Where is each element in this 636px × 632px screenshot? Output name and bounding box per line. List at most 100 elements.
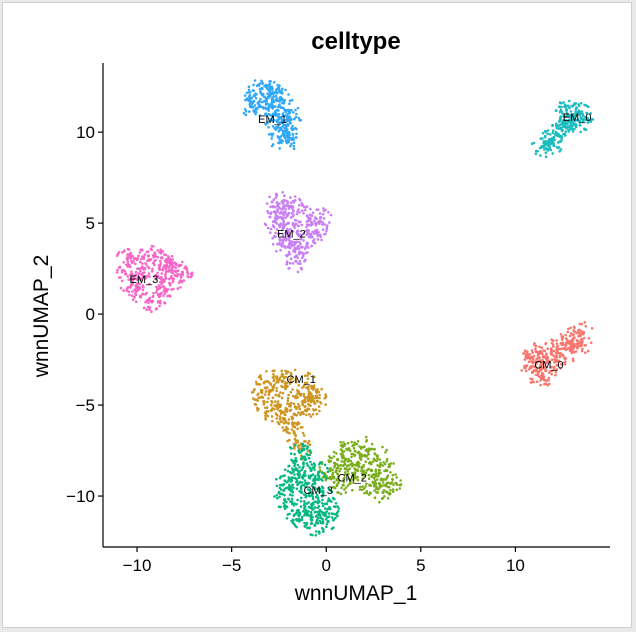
data-point-density: [281, 234, 285, 237]
data-point-density: [321, 212, 325, 216]
cluster-label: EM_1: [258, 114, 287, 126]
data-point-density: [326, 515, 329, 519]
data-point-density: [290, 519, 293, 523]
data-point-density: [275, 250, 278, 253]
data-point-density: [360, 488, 364, 492]
data-point-density: [296, 262, 300, 265]
data-point-density: [294, 126, 297, 130]
data-point-density: [144, 277, 147, 280]
data-point-density: [284, 125, 288, 129]
data-point-density: [584, 325, 588, 328]
data-point-density: [161, 250, 165, 253]
data-point-density: [138, 251, 142, 254]
data-point-density: [360, 465, 363, 469]
data-point-density: [584, 118, 588, 122]
data-point-density: [309, 510, 313, 514]
data-point-density: [291, 416, 295, 420]
data-point-density: [314, 221, 317, 225]
data-point-density: [539, 137, 543, 140]
data-point-density: [161, 268, 164, 272]
data-point-density: [190, 271, 194, 275]
data-point-density: [275, 201, 279, 204]
data-point-density: [389, 471, 392, 474]
data-point-density: [322, 493, 325, 496]
data-point-density: [167, 266, 171, 269]
data-point-density: [305, 225, 308, 229]
data-point-density: [311, 473, 315, 476]
data-point-density: [133, 273, 137, 277]
data-point-density: [286, 427, 290, 431]
data-point-density: [285, 517, 289, 520]
data-point-density: [310, 220, 313, 224]
data-point-density: [343, 476, 346, 479]
data-point-density: [165, 290, 168, 293]
data-point-density: [376, 464, 379, 467]
data-point-density: [302, 385, 306, 388]
data-point-density: [267, 93, 271, 96]
y-tick-label: −10: [66, 487, 95, 506]
data-point-density: [559, 333, 563, 336]
data-point-density: [145, 308, 148, 311]
data-point-density: [174, 266, 177, 270]
data-point-density: [528, 368, 531, 371]
data-point-density: [151, 295, 155, 299]
y-tick-label: −5: [76, 396, 95, 415]
data-point-density: [276, 378, 279, 382]
data-point: [564, 108, 569, 112]
data-point-density: [551, 152, 554, 155]
data-point-density: [570, 104, 574, 108]
data-point-density: [304, 494, 308, 497]
data-point-density: [256, 393, 259, 397]
data-point-density: [365, 482, 368, 486]
data-point-density: [269, 231, 272, 234]
data-point-density: [288, 102, 291, 106]
data-point-density: [296, 427, 299, 431]
data-point-density: [308, 449, 312, 452]
data-point-density: [285, 505, 289, 509]
data-point-density: [276, 242, 279, 246]
data-point-density: [292, 486, 295, 490]
data-point-density: [342, 454, 345, 458]
data-point-density: [264, 223, 268, 227]
data-point-density: [172, 277, 175, 280]
data-point-density: [284, 254, 288, 257]
data-point-density: [294, 380, 298, 384]
data-point-density: [292, 147, 296, 151]
data-point-density: [300, 468, 303, 472]
data-point-density: [269, 132, 273, 136]
data-point-density: [289, 257, 293, 260]
data-point-density: [293, 368, 297, 372]
data-point-density: [287, 418, 291, 421]
data-point-density: [274, 196, 278, 200]
data-point-density: [296, 469, 300, 473]
data-point-density: [549, 347, 553, 350]
data-point-density: [289, 246, 292, 249]
data-point-density: [243, 108, 247, 111]
data-point-density: [288, 234, 292, 238]
data-point-density: [360, 469, 363, 473]
data-point-density: [569, 326, 572, 330]
data-point-density: [355, 442, 359, 446]
data-point-density: [341, 483, 345, 487]
data-point-density: [278, 126, 282, 130]
data-point-density: [314, 510, 317, 514]
data-point-density: [559, 116, 562, 120]
data-point-density: [294, 457, 298, 460]
data-point-density: [167, 256, 170, 260]
data-point-density: [281, 133, 284, 136]
data-point-density: [160, 272, 164, 275]
data-point-density: [555, 363, 559, 367]
data-point-density: [299, 426, 303, 429]
data-point-density: [544, 382, 548, 386]
data-point-density: [562, 101, 565, 104]
data-point-density: [186, 275, 189, 278]
data-point-density: [263, 386, 267, 390]
data-point-density: [319, 235, 323, 239]
data-point-density: [248, 94, 252, 97]
data-point-density: [283, 479, 287, 482]
data-point-density: [310, 463, 314, 466]
data-point-density: [290, 502, 294, 506]
data-point-density: [311, 495, 315, 499]
data-point-density: [564, 358, 567, 361]
data-point-density: [555, 345, 558, 349]
